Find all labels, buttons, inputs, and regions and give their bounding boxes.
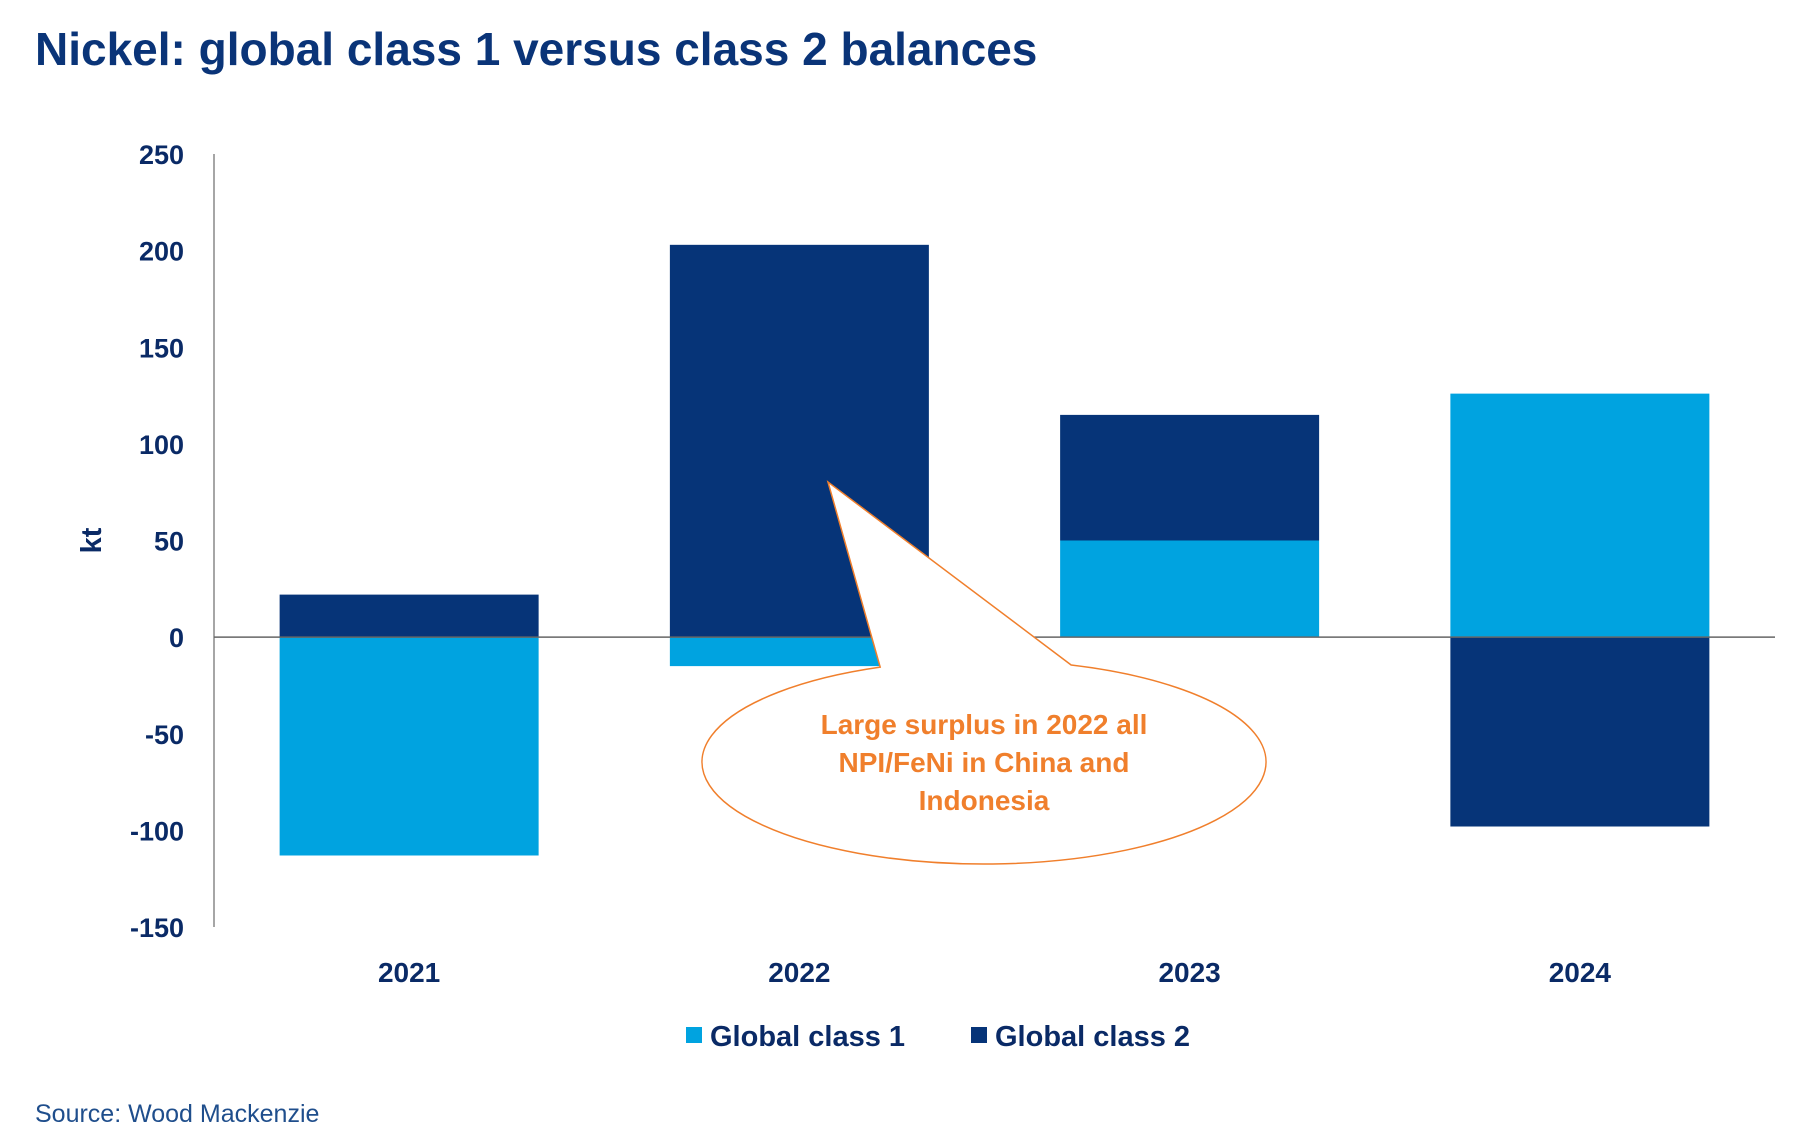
chart-title: Nickel: global class 1 versus class 2 ba… <box>35 23 1038 75</box>
bar-2021-series-2 <box>279 594 539 638</box>
callout-bubble <box>701 480 1267 865</box>
legend-label: Global class 1 <box>710 1021 905 1053</box>
x-tick-label: 2023 <box>1158 957 1220 988</box>
callout-text: NPI/FeNi in China and <box>839 747 1130 778</box>
source-note: Source: Wood Mackenzie <box>35 1100 320 1128</box>
bar-2021-series-1 <box>279 637 539 856</box>
y-axis-label: kt <box>76 527 108 553</box>
x-tick-label: 2021 <box>378 957 440 988</box>
legend-swatch <box>686 1027 702 1043</box>
bar-2023-series-2 <box>1060 414 1320 541</box>
y-tick-label: 100 <box>139 430 184 460</box>
y-tick-label: -150 <box>130 913 184 943</box>
y-tick-label: 0 <box>169 623 184 653</box>
legend-swatch <box>971 1027 987 1043</box>
bar-2024-series-1 <box>1450 393 1710 638</box>
callout-text: Indonesia <box>919 785 1050 816</box>
x-tick-label: 2024 <box>1549 957 1612 988</box>
legend-label: Global class 2 <box>995 1021 1190 1053</box>
callout-text: Large surplus in 2022 all <box>821 709 1148 740</box>
y-tick-label: 250 <box>139 140 184 170</box>
y-tick-label: 50 <box>154 527 184 557</box>
bar-2023-series-1 <box>1060 540 1320 638</box>
y-tick-label: 200 <box>139 237 184 267</box>
y-tick-label: 150 <box>139 333 184 363</box>
x-tick-label: 2022 <box>768 957 830 988</box>
y-tick-label: -100 <box>130 816 184 846</box>
y-tick-label: -50 <box>145 720 184 750</box>
bar-2024-series-2 <box>1450 637 1710 827</box>
